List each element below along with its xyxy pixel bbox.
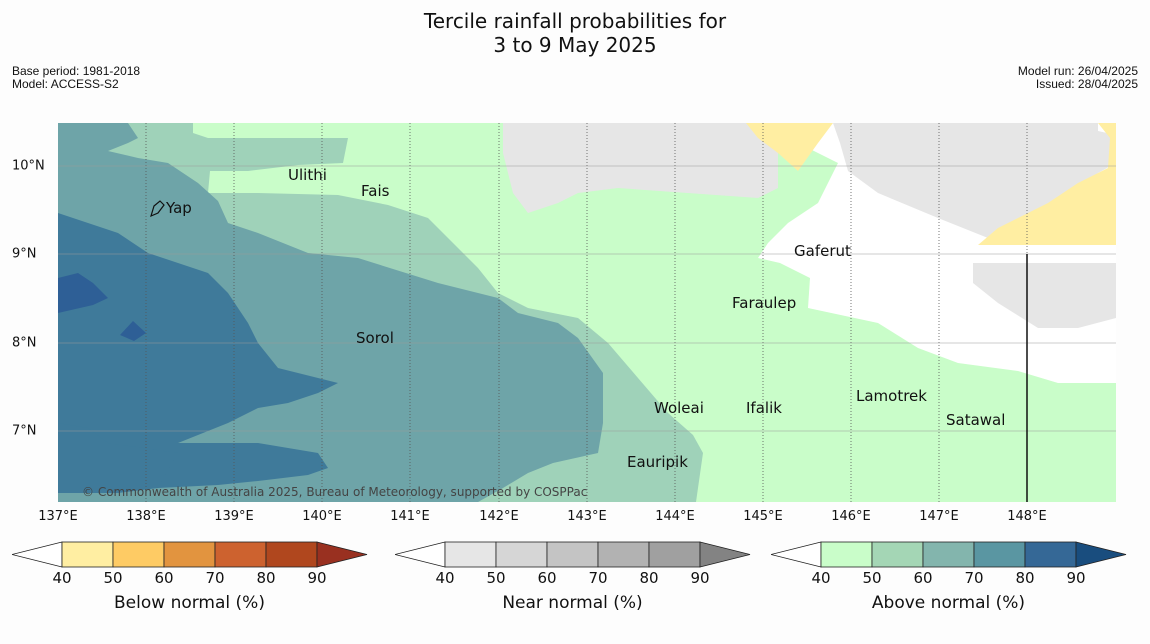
colorbar-tick: 90: [307, 569, 327, 587]
place-ulithi: Ulithi: [288, 166, 327, 184]
x-tick: 140°E: [302, 509, 342, 524]
colorbar-extend-low: [771, 541, 822, 568]
colorbar-extend-low: [395, 541, 446, 568]
colorbar-tick: 40: [435, 569, 455, 587]
colorbar-segment: [1024, 541, 1077, 568]
colorbar-tick: 70: [588, 569, 608, 587]
colorbar-segment: [495, 541, 548, 568]
map-title: Tercile rainfall probabilities for 3 to …: [0, 9, 1150, 57]
colorbar-label: Below normal (%): [114, 593, 265, 613]
y-tick: 7°N: [12, 423, 37, 439]
y-tick: 10°N: [12, 158, 45, 174]
meta-left: Base period: 1981-2018 Model: ACCESS-S2: [12, 65, 140, 91]
map-svg: [58, 123, 1116, 502]
colorbar-0: [12, 541, 368, 568]
issued-date: Issued: 28/04/2025: [1035, 77, 1138, 91]
place-yap: Yap: [166, 199, 192, 217]
colorbar-tick: 50: [862, 569, 882, 587]
colorbar-label: Near normal (%): [502, 593, 643, 613]
colorbar-tick: 60: [154, 569, 174, 587]
zone-above-80-90-a: [58, 273, 108, 313]
colorbar-segment: [214, 541, 267, 568]
place-fais: Fais: [361, 182, 390, 200]
place-lamotrek: Lamotrek: [856, 387, 927, 405]
probability-map: Ulithi Fais Yap Gaferut Faraulep Sorol L…: [58, 123, 1116, 502]
colorbar-tick: 90: [1066, 569, 1086, 587]
y-tick: 8°N: [12, 335, 37, 351]
colorbar-tick: 90: [690, 569, 710, 587]
zone-above-80-90-b: [120, 321, 146, 341]
x-tick: 147°E: [919, 509, 959, 524]
place-woleai: Woleai: [654, 399, 704, 417]
colorbar-tick: 40: [811, 569, 831, 587]
colorbar-segment: [820, 541, 873, 568]
colorbar-tick: 50: [103, 569, 123, 587]
colorbar-segment: [163, 541, 216, 568]
colorbar-extend-high: [699, 541, 751, 568]
x-tick: 143°E: [567, 509, 607, 524]
zone-above-70-80-b: [58, 423, 178, 493]
x-tick: 145°E: [743, 509, 783, 524]
colorbar-extend-low: [12, 541, 63, 568]
colorbar-segment: [546, 541, 599, 568]
title-line-2: 3 to 9 May 2025: [493, 33, 657, 57]
zone-near-40-50-a: [503, 123, 778, 213]
colorbar-segment: [973, 541, 1026, 568]
zone-below-40-50-b: [978, 123, 1116, 245]
colorbar-2: [771, 541, 1127, 568]
latitude-gridlines: [58, 165, 1116, 432]
colorbar-1: [395, 541, 751, 568]
place-satawal: Satawal: [946, 411, 1006, 429]
place-eauripik: Eauripik: [627, 453, 688, 471]
base-period: Base period: 1981-2018: [12, 64, 141, 78]
place-gaferut: Gaferut: [794, 242, 851, 260]
longitude-gridlines: [145, 123, 1028, 502]
x-tick: 146°E: [831, 509, 871, 524]
colorbar-segment: [648, 541, 701, 568]
model-run: Model run: 26/04/2025: [1017, 64, 1138, 78]
colorbar-tick: 60: [913, 569, 933, 587]
zone-near-40-50-c: [973, 263, 1116, 328]
y-tick: 9°N: [12, 246, 37, 262]
place-sorol: Sorol: [356, 329, 394, 347]
model-name: Model: ACCESS-S2: [12, 77, 119, 91]
colorbar-segment: [112, 541, 165, 568]
colorbar-tick: 80: [256, 569, 276, 587]
title-line-1: Tercile rainfall probabilities for: [423, 9, 727, 33]
colorbar-tick: 70: [205, 569, 225, 587]
colorbar-segment: [871, 541, 924, 568]
colorbar-tick: 80: [639, 569, 659, 587]
colorbar-tick: 80: [1015, 569, 1035, 587]
colorbar-segment: [444, 541, 497, 568]
colorbar-extend-high: [1075, 541, 1127, 568]
x-tick: 141°E: [390, 509, 430, 524]
x-tick: 139°E: [214, 509, 254, 524]
colorbar-tick: 40: [52, 569, 72, 587]
place-faraulep: Faraulep: [732, 294, 797, 312]
yap-island: [150, 200, 165, 218]
x-tick: 148°E: [1007, 509, 1047, 524]
colorbar-tick: 70: [964, 569, 984, 587]
zone-below-40-50-a: [746, 123, 833, 171]
colorbar-tick: 60: [537, 569, 557, 587]
x-tick: 142°E: [479, 509, 519, 524]
colorbar-tick: 50: [486, 569, 506, 587]
x-tick: 144°E: [655, 509, 695, 524]
x-tick: 137°E: [38, 509, 78, 524]
copyright-note: © Commonwealth of Australia 2025, Bureau…: [82, 485, 588, 499]
x-tick: 138°E: [126, 509, 166, 524]
meta-right: Model run: 26/04/2025 Issued: 28/04/2025: [1018, 65, 1138, 91]
colorbar-segment: [922, 541, 975, 568]
colorbar-segment: [597, 541, 650, 568]
colorbar-segment: [265, 541, 318, 568]
zone-above-70-80: [58, 213, 338, 489]
place-ifalik: Ifalik: [746, 399, 782, 417]
colorbar-label: Above normal (%): [871, 593, 1026, 613]
colorbar-extend-high: [316, 541, 368, 568]
colorbar-segment: [61, 541, 114, 568]
